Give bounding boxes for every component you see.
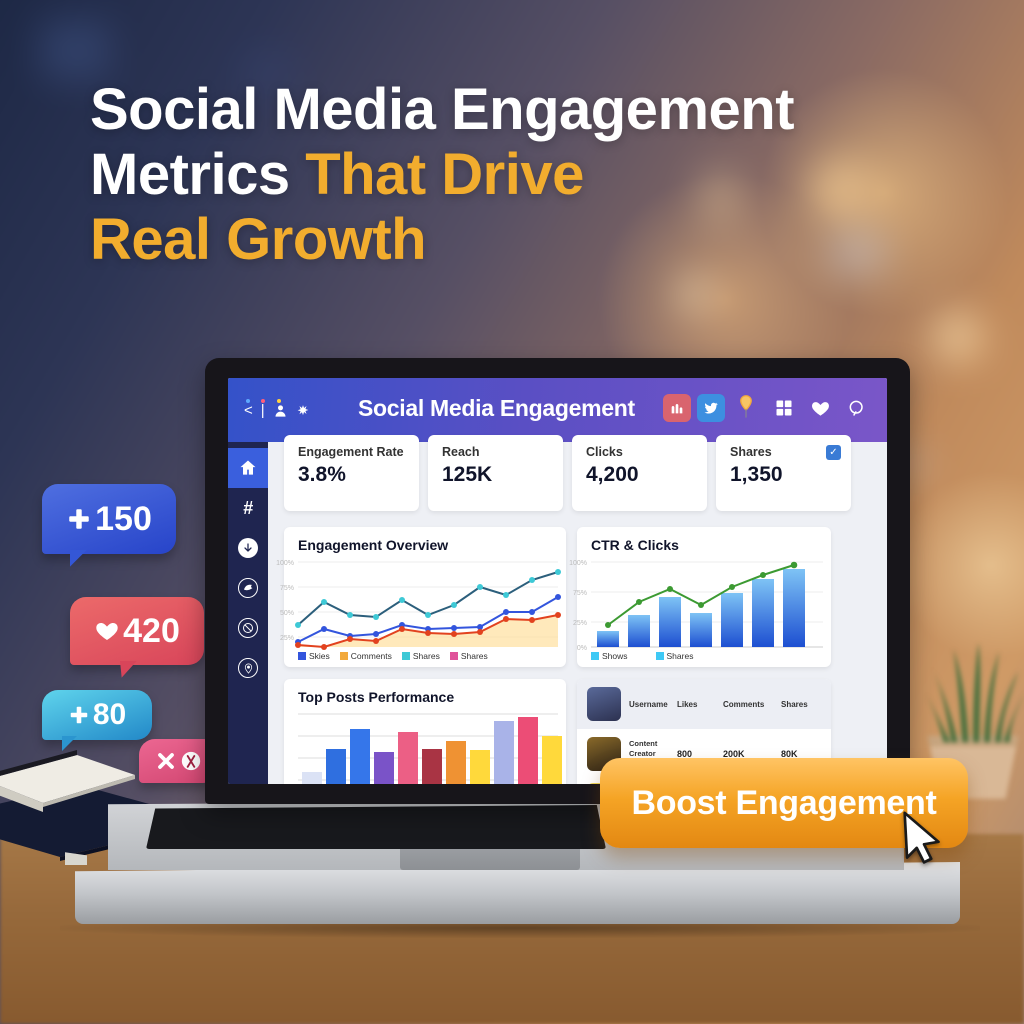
svg-text:25%: 25% — [280, 635, 294, 642]
svg-text:75%: 75% — [573, 590, 587, 597]
svg-text:0%: 0% — [577, 645, 587, 652]
svg-text:75%: 75% — [280, 585, 294, 592]
svg-text:25%: 25% — [573, 620, 587, 627]
svg-text:100%: 100% — [276, 560, 294, 567]
svg-text:50%: 50% — [280, 610, 294, 617]
svg-text:100%: 100% — [569, 560, 587, 567]
